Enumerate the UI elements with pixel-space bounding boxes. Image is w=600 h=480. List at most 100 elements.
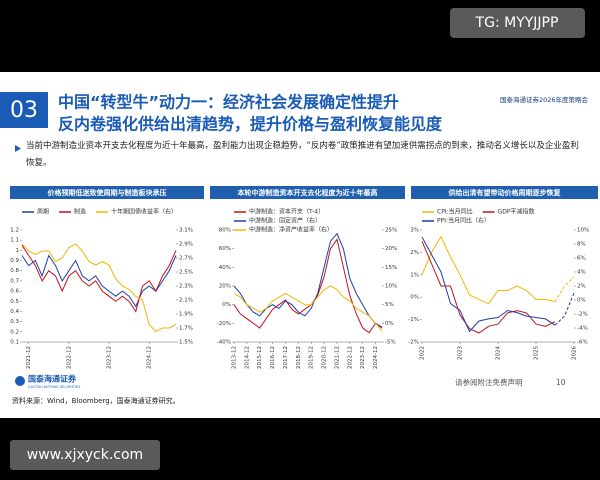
y-tick-label: 40% [219, 265, 231, 271]
y-tick-label: 2.1% [179, 298, 193, 304]
chart-header [411, 186, 598, 199]
series-line [421, 235, 556, 305]
y-tick-label: 2.5% [179, 270, 193, 276]
legend-label: GDP平减指数 [498, 208, 535, 216]
y-tick-label: 0.1 [10, 340, 19, 346]
y-tick-label: 1.5% [179, 340, 193, 346]
y-tick-label: 1% [410, 272, 419, 278]
y-tick-label: 60% [219, 246, 231, 252]
y-tick-label: 80% [219, 228, 231, 234]
disclaimer: 请参阅附注免费声明 [455, 377, 523, 387]
y-tick-label: -1% [408, 317, 419, 323]
series-line [21, 243, 177, 333]
y-tick-label: 0.3 [10, 319, 19, 325]
page-number: 10 [556, 378, 566, 387]
y-tick-label: 6% [577, 256, 586, 262]
bullet-marker [15, 145, 21, 152]
x-tick-label: 2017-12 [283, 346, 289, 369]
section-box [0, 92, 48, 128]
series-line [233, 285, 383, 332]
y-tick-label: 0.2 [10, 329, 19, 335]
x-tick-label: 2021-12 [334, 346, 340, 369]
legend-label: 周期 [37, 208, 49, 216]
title-line: 反内卷强化供给出清趋势，提升价格与盈利恢复能见度 [58, 115, 443, 134]
chart-header [10, 186, 204, 199]
y-tick-label: 5% [385, 302, 394, 308]
x-tick-label: 2023-12 [360, 346, 366, 369]
site-box [10, 440, 160, 470]
y-tick-label: 0% [222, 302, 231, 308]
x-tick-label: 2022-12 [347, 346, 353, 369]
series-line [554, 276, 575, 302]
series-line [421, 241, 556, 334]
series-line [233, 238, 383, 334]
y-tick-label: 0% [577, 298, 586, 304]
site-url: www.xjxyck.com [27, 447, 143, 463]
chart-title: 价格预期低迷致使周期与制造板块承压 [48, 188, 167, 197]
x-tick-label: 2023-12 [107, 346, 113, 369]
x-tick-label: 2024-12 [373, 346, 379, 369]
chart-header [210, 186, 405, 199]
source-note: 资料来源：Wind，Bloomberg，国泰海通证券研究。 [12, 396, 180, 405]
y-tick-label: 0.6 [10, 289, 19, 295]
x-tick-label: 2022-12 [66, 346, 72, 369]
y-tick-label: 3.1% [179, 228, 193, 234]
y-tick-label: 0.9 [10, 258, 19, 264]
x-tick-label: 2021-12 [26, 346, 32, 369]
x-tick-label: 2023 [458, 346, 464, 360]
legend-label: 中游制造：净资产收益率（右） [249, 226, 333, 234]
slide-background [0, 72, 600, 418]
y-tick-label: 2.3% [179, 284, 193, 290]
x-tick-label: 2014-12 [244, 346, 250, 369]
y-tick-label: 2.7% [179, 256, 193, 262]
y-tick-label: 0.8 [10, 268, 19, 274]
watermark-box [450, 8, 585, 38]
legend-label: 中游制造：固定资产（右） [249, 217, 321, 225]
legend-label: PPI:当月同比（右） [437, 217, 490, 225]
legend-label: CPI:当月同比 [437, 208, 473, 216]
y-tick-label: 2.9% [179, 242, 193, 248]
logo-english: GUOTAI HAITONG SECURITIES [28, 385, 81, 389]
title-line: 中国“转型牛”动力一：经济社会发展确定性提升 [58, 93, 399, 112]
y-tick-label: -20% [217, 321, 231, 327]
y-tick-label: -5% [385, 340, 396, 346]
y-tick-label: 0.4 [10, 309, 19, 315]
legend-label: 制造 [74, 208, 86, 216]
y-tick-label: 0% [385, 321, 394, 327]
x-tick-label: 2024-12 [147, 346, 153, 369]
y-tick-label: -2% [408, 340, 419, 346]
y-tick-label: 1 [16, 248, 20, 254]
y-tick-label: 20% [219, 284, 231, 290]
y-tick-label: 1.9% [179, 312, 193, 318]
series-line [21, 245, 177, 313]
y-tick-label: -40% [217, 340, 231, 346]
event-name: 国泰海通证券2026年度策略会 [500, 95, 589, 104]
x-tick-label: 2022 [420, 346, 426, 360]
x-tick-label: 2015-12 [257, 346, 263, 369]
y-tick-label: -6% [577, 340, 588, 346]
bullet-text: 当前中游制造业资本开支去化程度为近十年最高，盈利能力出现企稳趋势，“反内卷”政策… [26, 141, 579, 168]
x-tick-label: 2019-12 [309, 346, 315, 369]
watermark: TG: MYYJJPP [475, 15, 559, 31]
logo-icon [15, 376, 25, 386]
y-tick-label: 10% [385, 284, 397, 290]
logo-name: 国泰海通证券 [28, 374, 77, 384]
x-tick-label: 2018-12 [296, 346, 302, 369]
series-line [21, 254, 177, 308]
y-tick-label: 1.1 [10, 238, 19, 244]
section-number: 03 [10, 98, 38, 123]
x-tick-label: 2026 [572, 346, 578, 360]
series-line [421, 236, 556, 333]
y-tick-label: 25% [385, 228, 397, 234]
series-line [233, 232, 383, 328]
y-tick-label: 1.7% [179, 326, 193, 332]
chart-title: 供给出清有望带动价格周期逐步恢复 [448, 188, 562, 197]
y-tick-label: 15% [385, 265, 397, 271]
y-tick-label: 20% [385, 246, 397, 252]
y-tick-label: 2% [410, 250, 419, 256]
x-tick-label: 2024 [496, 346, 502, 360]
y-tick-label: 8% [577, 242, 586, 248]
x-tick-label: 2020-12 [322, 346, 328, 369]
y-tick-label: -2% [577, 312, 588, 318]
